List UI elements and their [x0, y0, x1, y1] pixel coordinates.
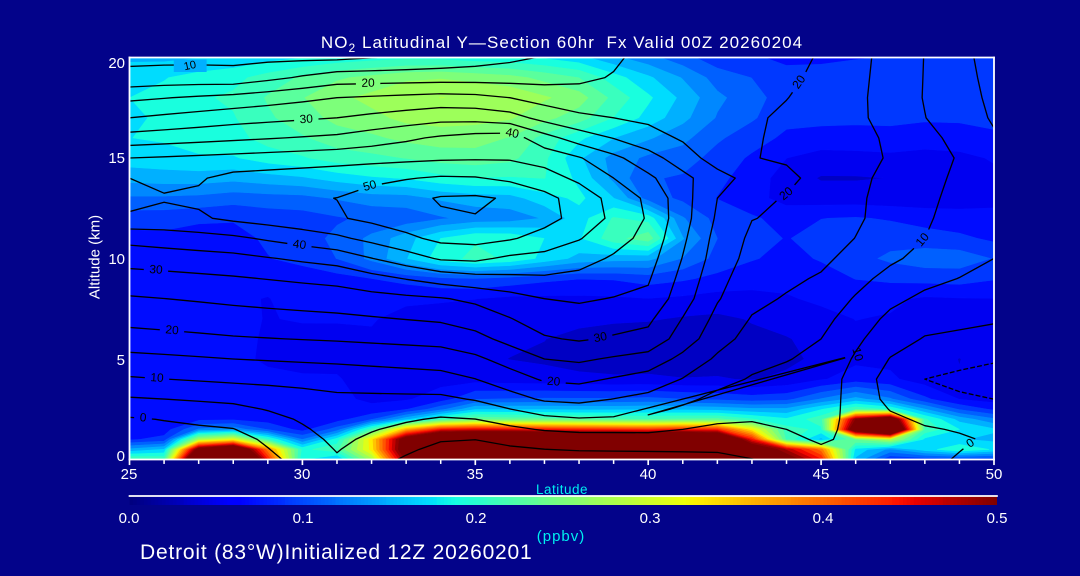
svg-text:10: 10	[849, 346, 866, 363]
svg-text:30: 30	[592, 329, 608, 346]
svg-text:10: 10	[150, 370, 165, 385]
svg-text:20: 20	[546, 374, 561, 389]
svg-text:30: 30	[299, 111, 314, 126]
svg-text:10: 10	[183, 59, 198, 73]
svg-text:40: 40	[292, 236, 307, 252]
svg-text:50: 50	[361, 177, 378, 194]
svg-text:40: 40	[504, 125, 520, 141]
svg-text:20: 20	[361, 76, 375, 90]
svg-text:30: 30	[149, 262, 164, 277]
svg-text:20: 20	[165, 322, 180, 337]
svg-text:0: 0	[139, 410, 147, 424]
